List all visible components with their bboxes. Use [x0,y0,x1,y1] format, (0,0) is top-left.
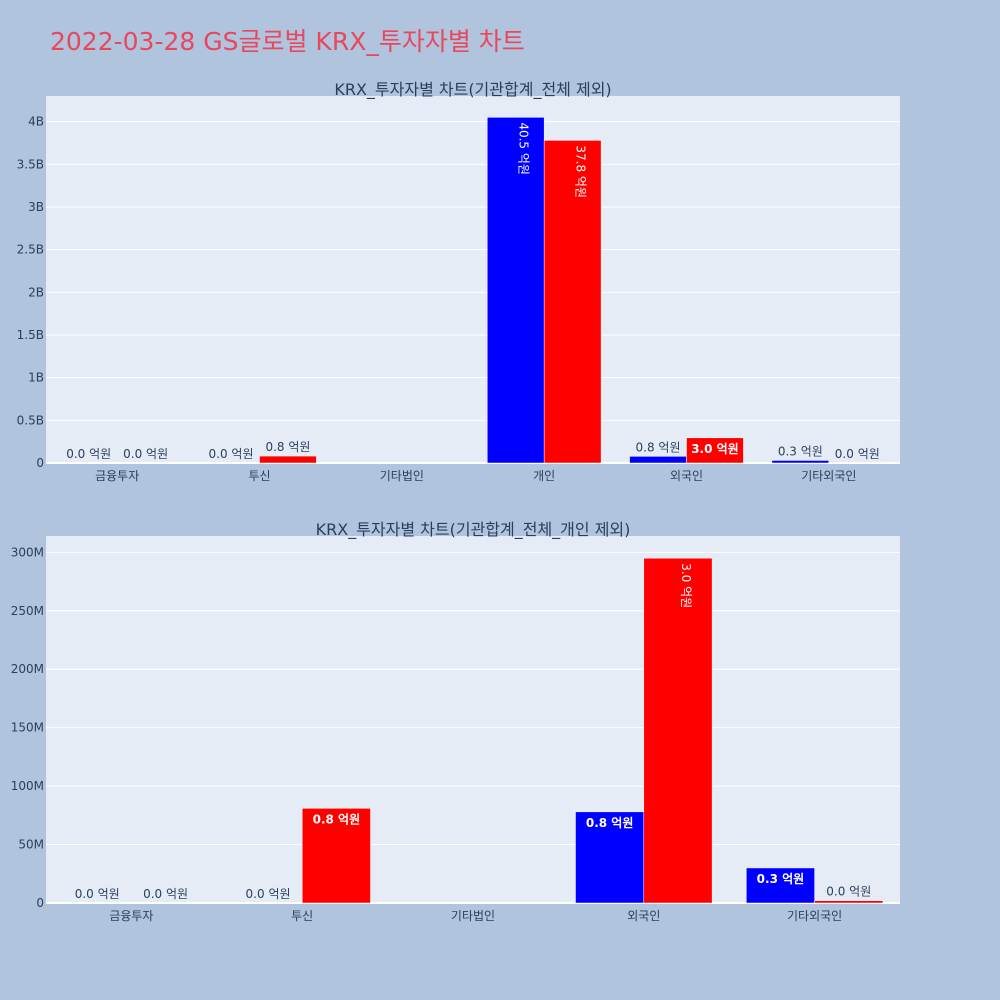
bar [814,900,884,904]
data-label: 0.8 억원 [636,440,681,454]
y-tick-label: 1B [28,371,44,385]
y-tick-label: 200M [11,662,44,676]
bar [629,456,687,464]
x-tick-label: 금융투자 [95,469,139,483]
y-tick-label: 2.5B [17,243,44,257]
bar [643,557,713,904]
y-tick-label: 0 [36,456,44,470]
bar [686,437,744,464]
data-label: 0.8 억원 [313,812,361,826]
y-tick-label: 2B [28,285,44,299]
page-title: 2022-03-28 GS글로벌 KRX_투자자별 차트 [50,27,525,56]
y-tick-label: 4B [28,115,44,129]
data-label: 0.3 억원 [778,444,823,458]
bar [771,460,830,464]
data-label: 0.3 억원 [757,872,805,886]
x-tick-label: 투신 [291,909,313,923]
y-tick-label: 0.5B [17,413,44,427]
data-label: 0.8 억원 [265,440,310,454]
x-tick-label: 기타법인 [451,909,495,923]
data-label: 0.0 억원 [246,887,291,901]
y-tick-label: 250M [11,604,44,618]
x-tick-label: 외국인 [670,469,703,483]
data-label: 0.0 억원 [143,887,188,901]
bar [543,140,602,464]
x-tick-label: 투신 [248,469,270,483]
y-tick-label: 100M [11,779,44,793]
plot-area [46,96,900,463]
y-tick-label: 3B [28,200,44,214]
x-tick-label: 외국인 [627,909,660,923]
data-label: 0.0 억원 [835,447,880,461]
bar [301,808,371,904]
x-tick-label: 금융투자 [109,909,153,923]
data-label: 40.5 억원 [517,122,531,175]
y-tick-label: 0 [36,896,44,910]
chart-investor-total: KRX_투자자별 차트(기관합계_전체 제외) 0 0.5B 1B 1.5B 2B 2.5B… [17,80,900,483]
data-label: 3.0 억원 [691,442,739,456]
y-tick-label: 3.5B [17,157,44,171]
y-tick-label: 50M [18,838,44,852]
data-label: 37.8 억원 [574,145,588,198]
x-tick-label: 개인 [533,469,555,483]
x-tick-label: 기타법인 [380,469,424,483]
y-tick-label: 300M [11,545,44,559]
data-label: 0.0 억원 [66,447,111,461]
chart-title: KRX_투자자별 차트(기관합계_전체_개인 제외) [316,520,631,540]
y-tick-label: 150M [11,721,44,735]
data-label: 0.0 억원 [123,447,168,461]
data-label: 0.0 억원 [826,885,871,899]
bar [575,811,645,904]
data-label: 3.0 억원 [679,563,693,608]
plot-area [46,536,900,903]
chart-title: KRX_투자자별 차트(기관합계_전체 제외) [334,80,611,100]
x-tick-label: 기타외국인 [801,469,856,483]
bar [486,117,545,464]
chart-investor-excl-individual: KRX_투자자별 차트(기관합계_전체_개인 제외) 0 50M 100M 150M 20… [11,520,900,923]
data-label: 0.0 억원 [75,887,120,901]
y-tick-label: 1.5B [17,328,44,342]
data-label: 0.8 억원 [586,816,634,830]
bar [746,867,815,904]
x-tick-label: 기타외국인 [787,909,842,923]
data-label: 0.0 억원 [209,447,254,461]
bar [259,455,317,464]
